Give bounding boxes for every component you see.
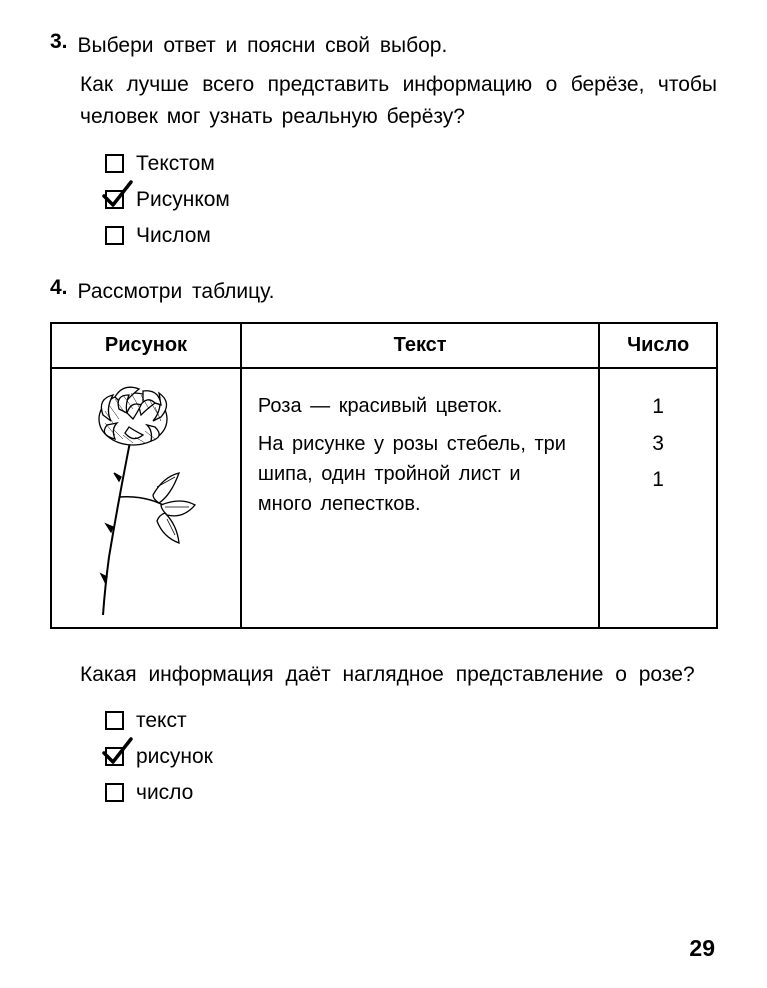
checkmark-icon: [101, 737, 135, 769]
q3-header: 3. Выбери ответ и поясни свой выбор.: [50, 30, 717, 63]
info-table: Рисунок Текст Число: [50, 322, 718, 629]
number-value: 1: [608, 464, 708, 497]
rose-icon: [61, 377, 231, 617]
option-label: рисунок: [136, 745, 213, 769]
q4-number: 4.: [50, 276, 68, 300]
q4-prompt: Рассмотри таблицу.: [78, 276, 275, 309]
q3-options: Текстом Рисунком Числом: [105, 152, 717, 248]
checkbox-icon: [105, 190, 124, 209]
q3-subtext: Как лучше всего представить информацию о…: [80, 69, 717, 134]
text-paragraph-1: Роза — красивый цветок.: [258, 391, 582, 421]
question-3: 3. Выбери ответ и поясни свой выбор. Как…: [50, 30, 717, 248]
cell-text: Роза — красивый цветок. На рисунке у роз…: [241, 368, 599, 628]
checkbox-icon: [105, 783, 124, 802]
checkmark-icon: [101, 180, 135, 212]
q4-after-text: Какая информация даёт наглядное представ…: [80, 659, 717, 691]
checkbox-icon: [105, 711, 124, 730]
option-label: Текстом: [136, 152, 215, 176]
option-label: Рисунком: [136, 188, 230, 212]
q3-option-number[interactable]: Числом: [105, 224, 717, 248]
q4-header: 4. Рассмотри таблицу.: [50, 276, 717, 309]
q3-number: 3.: [50, 30, 68, 54]
checkbox-icon: [105, 747, 124, 766]
q4-options: текст рисунок число: [105, 709, 717, 805]
q3-option-text[interactable]: Текстом: [105, 152, 717, 176]
text-paragraph-2: На рисунке у розы стебель, три шипа, оди…: [258, 429, 582, 519]
q4-option-number[interactable]: число: [105, 781, 717, 805]
checkbox-icon: [105, 226, 124, 245]
table-row: Роза — красивый цветок. На рисунке у роз…: [51, 368, 717, 628]
number-value: 1: [608, 391, 708, 424]
q4-option-picture[interactable]: рисунок: [105, 745, 717, 769]
option-label: Числом: [136, 224, 211, 248]
q3-prompt: Выбери ответ и поясни свой выбор.: [78, 30, 448, 63]
cell-picture: [51, 368, 241, 628]
q3-option-picture[interactable]: Рисунком: [105, 188, 717, 212]
page: 3. Выбери ответ и поясни свой выбор. Как…: [0, 0, 767, 853]
number-value: 3: [608, 428, 708, 461]
q4-option-text[interactable]: текст: [105, 709, 717, 733]
question-4: 4. Рассмотри таблицу. Рисунок Текст Числ…: [50, 276, 717, 805]
th-picture: Рисунок: [51, 323, 241, 368]
page-number: 29: [689, 935, 715, 962]
cell-numbers: 1 3 1: [599, 368, 717, 628]
checkbox-icon: [105, 154, 124, 173]
th-number: Число: [599, 323, 717, 368]
option-label: число: [136, 781, 193, 805]
th-text: Текст: [241, 323, 599, 368]
option-label: текст: [136, 709, 187, 733]
table-header-row: Рисунок Текст Число: [51, 323, 717, 368]
